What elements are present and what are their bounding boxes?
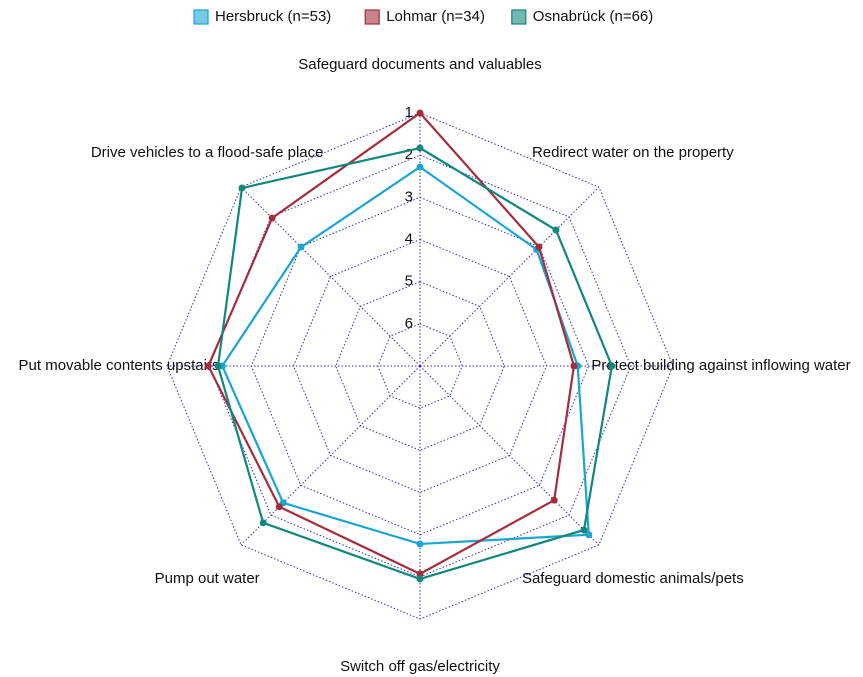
point bbox=[214, 362, 222, 370]
point bbox=[416, 540, 424, 548]
point bbox=[416, 163, 424, 171]
point bbox=[416, 570, 424, 578]
r-tick-label: 3 bbox=[405, 188, 413, 205]
series bbox=[218, 163, 593, 548]
r-tick-label: 4 bbox=[405, 230, 413, 247]
point bbox=[608, 362, 616, 370]
axis-label: Safeguard documents and valuables bbox=[298, 56, 542, 73]
point bbox=[550, 496, 558, 504]
axis-label: Switch off gas/electricity bbox=[340, 658, 500, 675]
legend-label: Osnabrück (n=66) bbox=[533, 8, 653, 25]
point bbox=[570, 362, 578, 370]
legend-label: Lohmar (n=34) bbox=[386, 8, 485, 25]
point bbox=[552, 226, 560, 234]
axis-label: Pump out water bbox=[155, 570, 260, 587]
point bbox=[238, 184, 246, 192]
legend-swatch bbox=[193, 9, 209, 25]
point bbox=[585, 531, 593, 539]
axis-label: Put movable contents upstairs bbox=[19, 357, 220, 374]
r-tick-label: 5 bbox=[405, 273, 413, 290]
grid-ring bbox=[377, 323, 463, 409]
axis-label: Protect building against inflowing water bbox=[591, 357, 850, 374]
series bbox=[204, 109, 578, 578]
grid-ring bbox=[250, 196, 590, 536]
point bbox=[416, 144, 424, 152]
spoke bbox=[419, 186, 600, 367]
r-tick-label: 6 bbox=[405, 315, 413, 332]
legend-swatch bbox=[364, 9, 380, 25]
legend-swatch bbox=[511, 9, 527, 25]
point bbox=[275, 503, 283, 511]
series-line bbox=[216, 146, 613, 581]
legend-label: Hersbruck (n=53) bbox=[215, 8, 331, 25]
r-tick-label: 2 bbox=[405, 146, 413, 163]
axis-label: Safeguard domestic animals/pets bbox=[522, 570, 744, 587]
point bbox=[580, 526, 588, 534]
r-tick-label: 1 bbox=[405, 104, 413, 121]
grid-ring bbox=[292, 238, 548, 494]
point bbox=[259, 519, 267, 527]
spoke bbox=[240, 365, 421, 546]
axis-label: Drive vehicles to a flood-safe place bbox=[91, 144, 324, 161]
point bbox=[535, 243, 543, 251]
point bbox=[416, 575, 424, 583]
series bbox=[214, 144, 616, 583]
point bbox=[416, 109, 424, 117]
point bbox=[204, 362, 212, 370]
point bbox=[297, 243, 305, 251]
point bbox=[268, 214, 276, 222]
spoke bbox=[419, 365, 600, 546]
spoke bbox=[240, 186, 421, 367]
axis-label: Redirect water on the property bbox=[532, 144, 734, 161]
